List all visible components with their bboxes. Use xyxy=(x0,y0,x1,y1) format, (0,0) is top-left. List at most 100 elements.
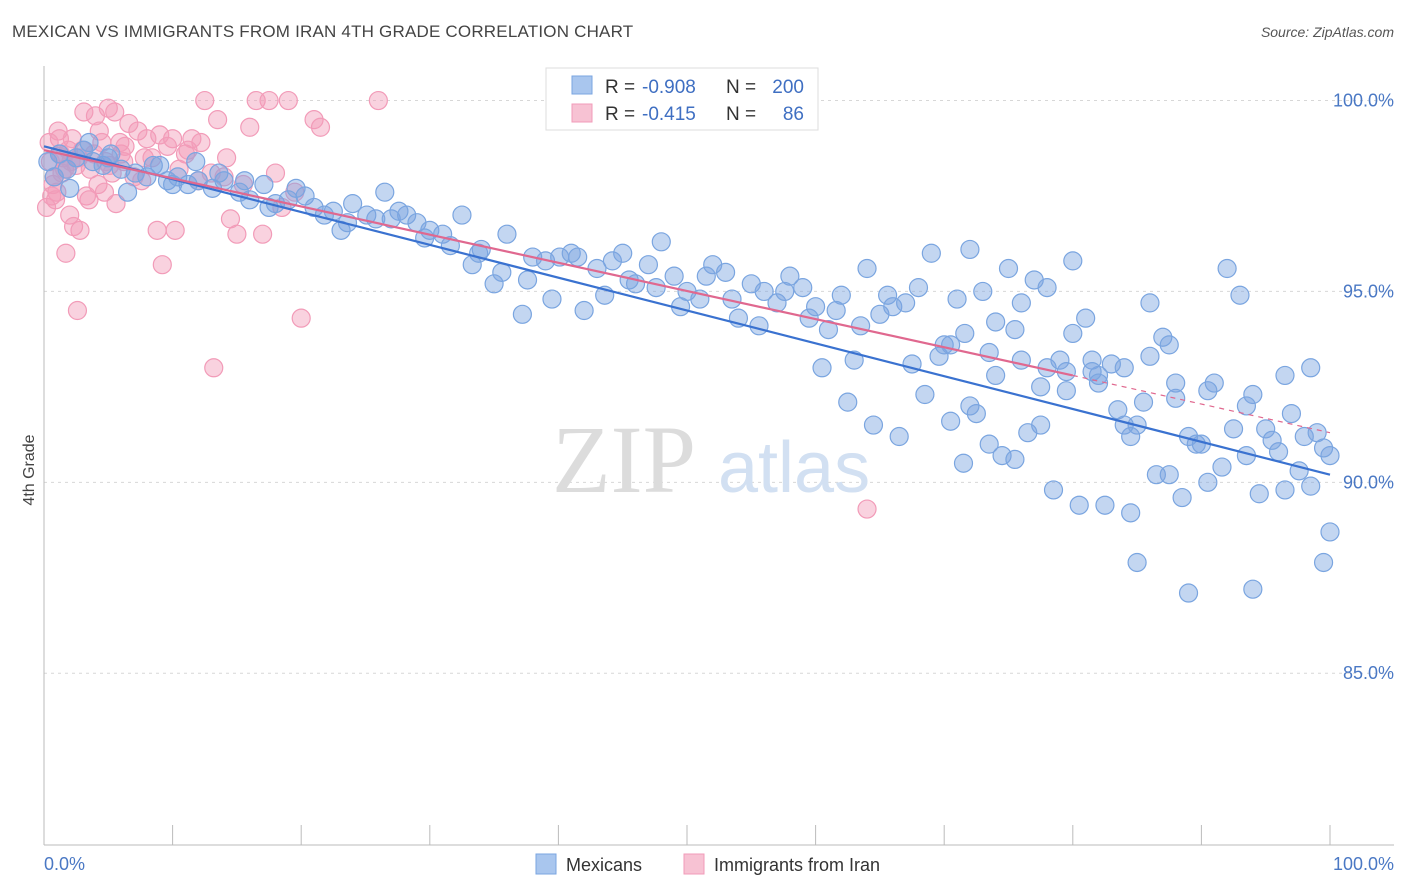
mexican-point xyxy=(1217,258,1237,279)
mexican-point xyxy=(1223,419,1244,439)
mexican-point xyxy=(966,403,986,424)
iran-point xyxy=(63,216,84,237)
mexican-point xyxy=(973,281,993,302)
legend-n-label-2: N = xyxy=(726,104,756,125)
mexican-point xyxy=(1159,465,1179,485)
mexican-point xyxy=(960,239,980,260)
mexican-point xyxy=(452,205,472,225)
mexican-point xyxy=(209,163,229,183)
iran-point xyxy=(74,102,94,122)
mexican-point xyxy=(1172,487,1192,508)
iran-point xyxy=(152,255,172,275)
iran-point xyxy=(105,102,125,122)
mexican-point xyxy=(863,415,884,435)
mexican-point xyxy=(497,224,517,244)
iran-point xyxy=(45,190,66,210)
iran-point xyxy=(191,132,211,153)
mexican-point xyxy=(1313,552,1334,573)
iran-point xyxy=(67,300,88,321)
mexican-point xyxy=(1114,358,1134,378)
mexican-point xyxy=(979,434,999,454)
mexican-point xyxy=(883,297,903,317)
source-label: Source: ZipAtlas.com xyxy=(1260,24,1394,40)
mexican-point xyxy=(638,255,659,275)
iran-point xyxy=(165,220,185,240)
y-axis-title: 4th Grade xyxy=(21,434,38,505)
mexican-point xyxy=(484,274,504,294)
iran-point xyxy=(310,117,331,137)
mexican-point xyxy=(947,289,967,309)
mexican-point xyxy=(1011,293,1031,313)
watermark-zip: ZIP xyxy=(552,406,696,513)
y-tick-label: 95.0% xyxy=(1343,281,1394,301)
mexicans-trend-line xyxy=(43,145,1331,476)
legend-r-label-2: R = xyxy=(605,104,635,125)
mexican-point xyxy=(896,293,916,313)
mexican-point xyxy=(1166,388,1186,408)
mexican-point xyxy=(646,278,666,298)
mexican-point xyxy=(1063,323,1083,344)
mexican-point xyxy=(1230,285,1250,305)
mexican-point xyxy=(1140,293,1160,313)
mexican-point xyxy=(941,335,961,355)
mexican-point xyxy=(1121,503,1141,523)
mexican-point xyxy=(1249,484,1269,504)
y-tick-label: 100.0% xyxy=(1333,91,1394,111)
mexican-point xyxy=(568,247,588,267)
mexican-point xyxy=(1082,350,1102,370)
mexican-point xyxy=(929,346,949,366)
x-tick-label-min: 0.0% xyxy=(44,854,85,874)
mexican-point xyxy=(953,453,974,473)
mexican-point xyxy=(79,132,99,153)
mexican-point xyxy=(1320,445,1340,466)
mexican-point xyxy=(1294,426,1314,447)
mexican-point xyxy=(512,304,532,324)
iran-point xyxy=(368,90,388,111)
mexican-point xyxy=(1063,251,1083,271)
mexican-point xyxy=(375,182,395,202)
mexican-point xyxy=(775,281,795,302)
iran-point xyxy=(204,358,224,378)
mexican-point xyxy=(749,316,769,336)
mexican-point xyxy=(517,270,538,290)
mexican-point xyxy=(1140,346,1160,366)
iran-points xyxy=(36,90,877,519)
trend-lines xyxy=(43,145,1331,476)
mexican-point xyxy=(1212,457,1232,477)
mexican-point xyxy=(381,209,401,229)
mexican-point xyxy=(574,300,594,321)
legend-n-value-1: 200 xyxy=(772,77,804,98)
legend-r-value-1: -0.908 xyxy=(642,77,696,98)
mexican-point xyxy=(1198,381,1218,401)
legend-n-value-2: 86 xyxy=(783,104,804,125)
mexican-point xyxy=(343,194,363,214)
mexican-point xyxy=(1275,480,1295,500)
mexican-point xyxy=(1301,358,1321,378)
iran-point xyxy=(857,499,877,519)
mexican-point xyxy=(1236,396,1257,416)
legend-r-value-2: -0.415 xyxy=(642,104,696,125)
bottom-legend-iran: Immigrants from Iran xyxy=(714,855,880,875)
iran-point xyxy=(227,224,247,244)
iran-point xyxy=(48,121,68,141)
iran-point xyxy=(60,205,80,225)
mexican-point xyxy=(117,182,138,202)
mexican-point xyxy=(1243,384,1263,405)
mexican-point xyxy=(831,285,851,305)
mexican-point xyxy=(602,251,623,271)
mexican-point xyxy=(1121,426,1141,447)
iran-point xyxy=(259,90,279,111)
mexican-point xyxy=(1005,449,1025,470)
legend-r-label-1: R = xyxy=(605,77,635,98)
iran-point xyxy=(304,110,324,130)
mexican-points xyxy=(38,132,1340,603)
legend-swatch-mexicans xyxy=(571,75,593,95)
mexican-point xyxy=(186,152,206,172)
legend-n-label-1: N = xyxy=(726,77,756,98)
mexican-point xyxy=(1114,415,1134,435)
mexican-point xyxy=(838,392,858,412)
iran-point xyxy=(49,129,70,149)
iran-point xyxy=(217,148,237,168)
mexican-point xyxy=(986,365,1006,386)
iran-point xyxy=(79,190,99,210)
